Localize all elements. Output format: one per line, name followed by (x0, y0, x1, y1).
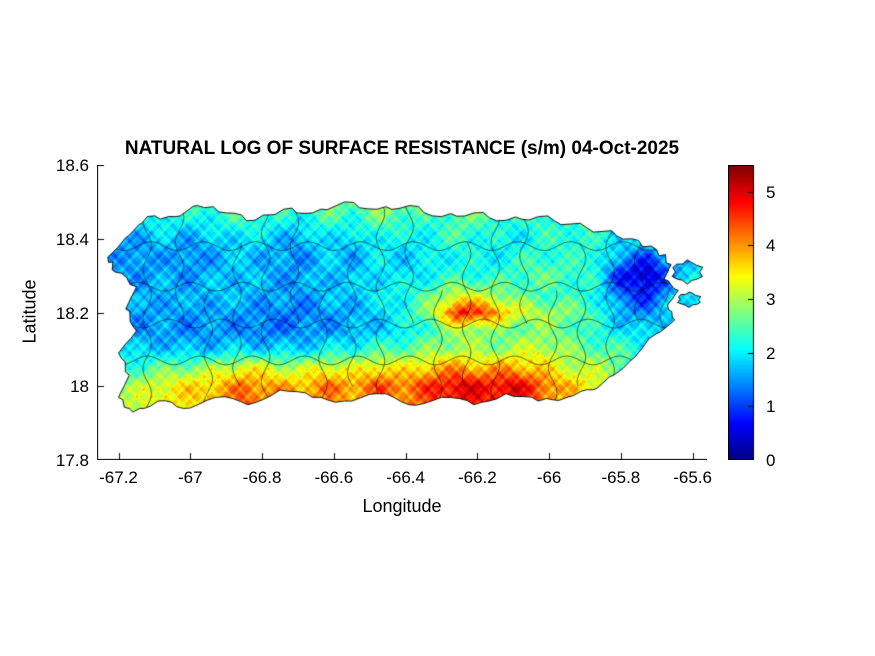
x-tick-label: -66.2 (457, 468, 497, 487)
x-tick-label: -65.6 (673, 468, 713, 487)
x-tick-label: -66 (536, 468, 562, 487)
colorbar-tick-label: 4 (766, 236, 776, 256)
colorbar-tick-label: 1 (766, 397, 776, 417)
colorbar-tick-label: 5 (766, 182, 776, 202)
x-tick-label: -66.8 (242, 468, 282, 487)
y-tick-label: 18.4 (55, 229, 89, 249)
x-tick-label: -67.2 (99, 468, 138, 487)
x-tick-label: -65.8 (601, 468, 641, 487)
colorbar-tick-label: 0 (766, 451, 776, 470)
x-tick-label: -66.6 (314, 468, 354, 487)
colorbar (728, 165, 758, 460)
chart-title: NATURAL LOG OF SURFACE RESISTANCE (s/m) … (124, 138, 680, 159)
x-axis-label: Longitude (362, 496, 442, 516)
colorbar-tick-label: 2 (766, 343, 776, 363)
colorbar-tick-label: 3 (766, 290, 776, 310)
x-tick-label: -66.4 (386, 468, 425, 487)
heatmap-canvas (97, 165, 707, 460)
y-tick-label: 17.8 (55, 451, 89, 470)
y-tick-label: 18.2 (55, 303, 89, 323)
y-tick-label: 18.6 (55, 156, 89, 175)
y-tick-label: 18 (70, 377, 89, 397)
x-tick-label: -67 (177, 468, 203, 487)
